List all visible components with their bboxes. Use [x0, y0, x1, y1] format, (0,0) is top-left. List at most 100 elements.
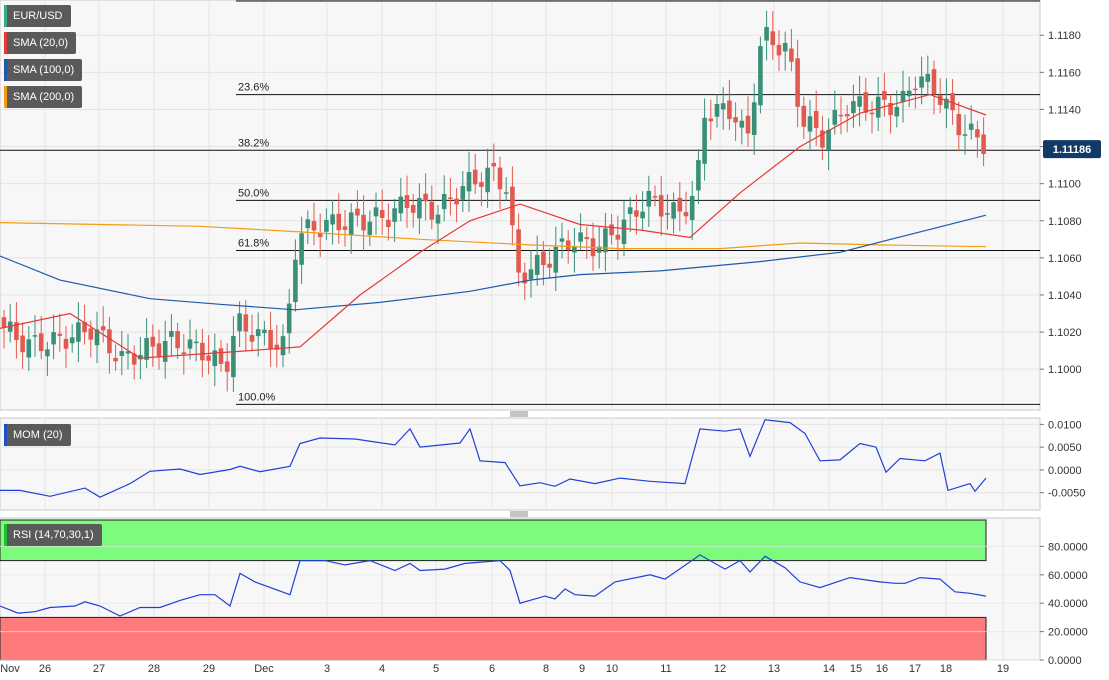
candle-body: [820, 130, 825, 148]
candle-body: [801, 105, 807, 127]
legend-sma20[interactable]: SMA (20,0): [4, 32, 77, 54]
candle-body: [696, 160, 701, 191]
candle-body: [516, 229, 521, 273]
legend-rsi[interactable]: RSI (14,70,30,1): [4, 524, 102, 546]
legend-sma20-label: SMA (20,0): [13, 37, 69, 49]
legend-sma100-label: SMA (100,0): [13, 64, 75, 76]
candle-body: [937, 95, 943, 106]
candle-body: [144, 337, 149, 360]
price-tick-label-3: 1.1060: [1048, 253, 1082, 265]
candle-body: [193, 341, 199, 344]
candle-body: [361, 214, 366, 231]
x-tick-label: 11: [660, 663, 671, 675]
candle-body: [330, 214, 335, 225]
candle-body: [658, 195, 664, 217]
candle-body: [1, 317, 7, 328]
candle-body: [634, 210, 639, 217]
candle-body: [609, 224, 614, 236]
fib-label-3: 61.8%: [238, 237, 269, 249]
candle-body: [758, 46, 763, 106]
candle-body: [379, 210, 385, 218]
candle-body: [262, 329, 267, 334]
candle-body: [882, 91, 887, 100]
candle-body: [82, 321, 87, 333]
candle-body: [851, 101, 856, 114]
x-tick-label: 18: [940, 663, 952, 675]
candle-body: [615, 234, 621, 240]
candle-body: [367, 221, 373, 235]
candle-body: [813, 110, 819, 129]
rsi-line: [0, 554, 987, 617]
candle-body: [336, 213, 342, 231]
rsi-tick-label-2: 40.0000: [1048, 598, 1088, 610]
candle-body: [417, 198, 422, 219]
candle-body: [875, 96, 881, 118]
x-tick-label: 5: [433, 663, 439, 675]
candle-body: [652, 196, 658, 198]
legend-symbol[interactable]: EUR/USD: [4, 5, 71, 27]
candle-body: [950, 93, 955, 111]
candle-body: [299, 233, 304, 265]
legend-mom-swatch: [4, 424, 7, 446]
candle-body: [689, 196, 695, 221]
legend-sma200-label: SMA (200,0): [13, 91, 75, 103]
x-tick-label: 14: [823, 663, 835, 675]
candles-group: [1, 10, 986, 392]
candle-body: [919, 76, 924, 88]
candle-body: [169, 331, 174, 337]
price-tick-label-1: 1.1020: [1048, 327, 1082, 339]
candle-body: [844, 113, 850, 117]
candle-body: [150, 336, 156, 347]
candle-body: [968, 123, 974, 130]
candle-body: [838, 114, 844, 117]
candle-body: [26, 339, 32, 358]
candle-body: [789, 48, 794, 62]
rsi-tick-label-3: 20.0000: [1048, 627, 1088, 639]
candle-body: [392, 208, 397, 222]
candle-body: [832, 110, 838, 125]
candle-body: [206, 355, 211, 361]
candle-body: [975, 129, 980, 138]
legend-mom[interactable]: MOM (20): [4, 424, 71, 446]
rsi-overbought-zone: [0, 519, 987, 562]
candle-body: [559, 238, 565, 242]
legend-rsi-label: RSI (14,70,30,1): [13, 529, 94, 541]
candle-body: [869, 112, 875, 115]
candle-body: [894, 106, 900, 117]
candle-body: [534, 254, 540, 275]
candle-body: [646, 190, 652, 207]
candle-body: [448, 197, 453, 199]
price-tick-label-8: 1.1160: [1048, 67, 1081, 79]
candle-body: [671, 202, 676, 219]
last-price-badge: [1043, 140, 1101, 159]
x-tick-label: 13: [768, 663, 780, 675]
candle-body: [38, 333, 44, 352]
sma200-line: [0, 222, 987, 250]
x-tick-label: 4: [379, 663, 385, 675]
candle-body: [541, 251, 546, 266]
candle-body: [714, 103, 720, 117]
candle-body: [863, 92, 869, 113]
x-tick-label: 27: [93, 663, 105, 675]
candle-body: [733, 117, 738, 123]
candle-body: [286, 303, 292, 334]
candle-body: [317, 233, 323, 238]
candle-body: [181, 352, 187, 355]
candle-body: [218, 348, 224, 364]
price-tick-label-9: 1.1180: [1048, 30, 1081, 42]
candle-body: [776, 44, 782, 56]
candle-body: [119, 351, 125, 356]
candle-body: [224, 361, 230, 372]
mom-tick-label-3: -0.0050: [1048, 488, 1085, 500]
legend-sma100[interactable]: SMA (100,0): [4, 59, 83, 81]
candle-body: [57, 333, 63, 336]
candle-body: [268, 330, 273, 350]
candle-body: [200, 342, 205, 361]
candle-body: [739, 120, 745, 128]
rsi-tick-label-0: 80.0000: [1048, 541, 1088, 553]
candle-body: [764, 27, 769, 41]
candle-body: [751, 102, 757, 135]
legend-sma200[interactable]: SMA (200,0): [4, 86, 83, 108]
candle-body: [311, 221, 317, 231]
candle-body: [138, 354, 143, 360]
